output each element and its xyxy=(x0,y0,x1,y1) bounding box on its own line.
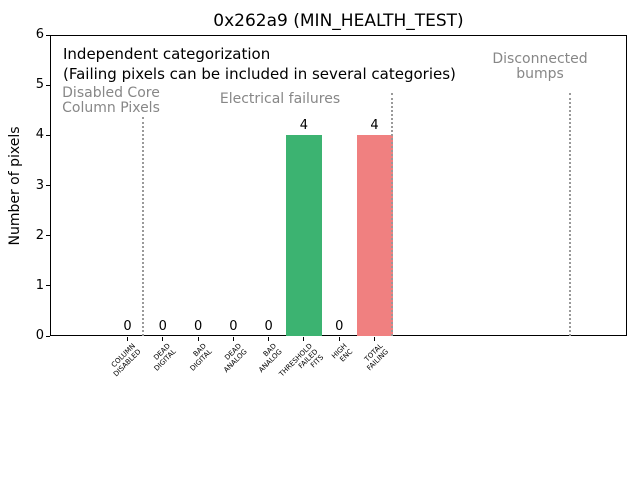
x-tick xyxy=(127,337,128,341)
annotation-note-line1: Independent categorization xyxy=(63,45,271,63)
x-tick-label: COLUMN DISABLED xyxy=(110,342,143,379)
region-label: Disabled Core Column Pixels xyxy=(62,85,160,116)
y-tick-label: 6 xyxy=(35,27,44,42)
bar-value-label: 0 xyxy=(193,319,203,334)
region-label: Electrical failures xyxy=(219,91,341,107)
y-tick-label: 2 xyxy=(35,227,44,243)
y-tick-label: 0 xyxy=(35,328,44,343)
bar-value-label: 0 xyxy=(229,319,238,334)
y-tick-label: 1 xyxy=(35,277,44,293)
x-tick xyxy=(303,337,305,341)
bar-value-label: 4 xyxy=(299,118,309,134)
y-tick xyxy=(46,185,50,186)
x-tick xyxy=(268,337,270,341)
x-tick-label: DEAD DIGITAL xyxy=(152,342,179,373)
bar-value-label: 0 xyxy=(123,319,132,334)
x-tick-label: TOTAL FAILING xyxy=(362,342,390,373)
y-tick-label: 5 xyxy=(35,77,44,93)
x-tick-label: THRESHOLD FAILED FITS xyxy=(277,342,325,379)
x-tick xyxy=(162,337,164,341)
y-tick xyxy=(46,134,50,136)
y-tick xyxy=(46,335,50,337)
x-tick xyxy=(232,337,234,341)
y-tick xyxy=(46,34,50,36)
category-separator-line xyxy=(391,93,393,336)
category-separator-line xyxy=(142,117,144,336)
x-tick xyxy=(197,337,199,341)
annotation-note: Independent categorization (Failing pixe… xyxy=(63,45,456,84)
bar xyxy=(356,135,393,336)
x-tick xyxy=(374,337,376,341)
bar-value-label: 0 xyxy=(158,319,167,334)
y-tick xyxy=(46,285,50,287)
chart-title: 0x262a9 (MIN_HEALTH_TEST) xyxy=(213,11,464,31)
bar-value-label: 0 xyxy=(264,319,273,334)
x-tick xyxy=(338,337,340,341)
category-separator-line xyxy=(569,93,571,336)
bar-value-label: 4 xyxy=(370,118,379,134)
region-label: Disconnected bumps xyxy=(492,51,588,82)
annotation-note-line2: (Failing pixels can be included in sever… xyxy=(63,64,456,83)
x-tick-label: DEAD ANALOG xyxy=(222,342,249,375)
y-tick-label: 3 xyxy=(35,177,44,193)
y-tick-label: 4 xyxy=(35,127,44,143)
bar-value-label: 0 xyxy=(335,319,344,334)
plot-area xyxy=(50,35,627,336)
y-tick xyxy=(46,235,50,237)
y-tick xyxy=(46,84,50,86)
x-tick-label: BAD DIGITAL xyxy=(188,342,214,373)
x-tick-label: HIGH ENC xyxy=(330,342,355,364)
bar xyxy=(285,135,322,336)
